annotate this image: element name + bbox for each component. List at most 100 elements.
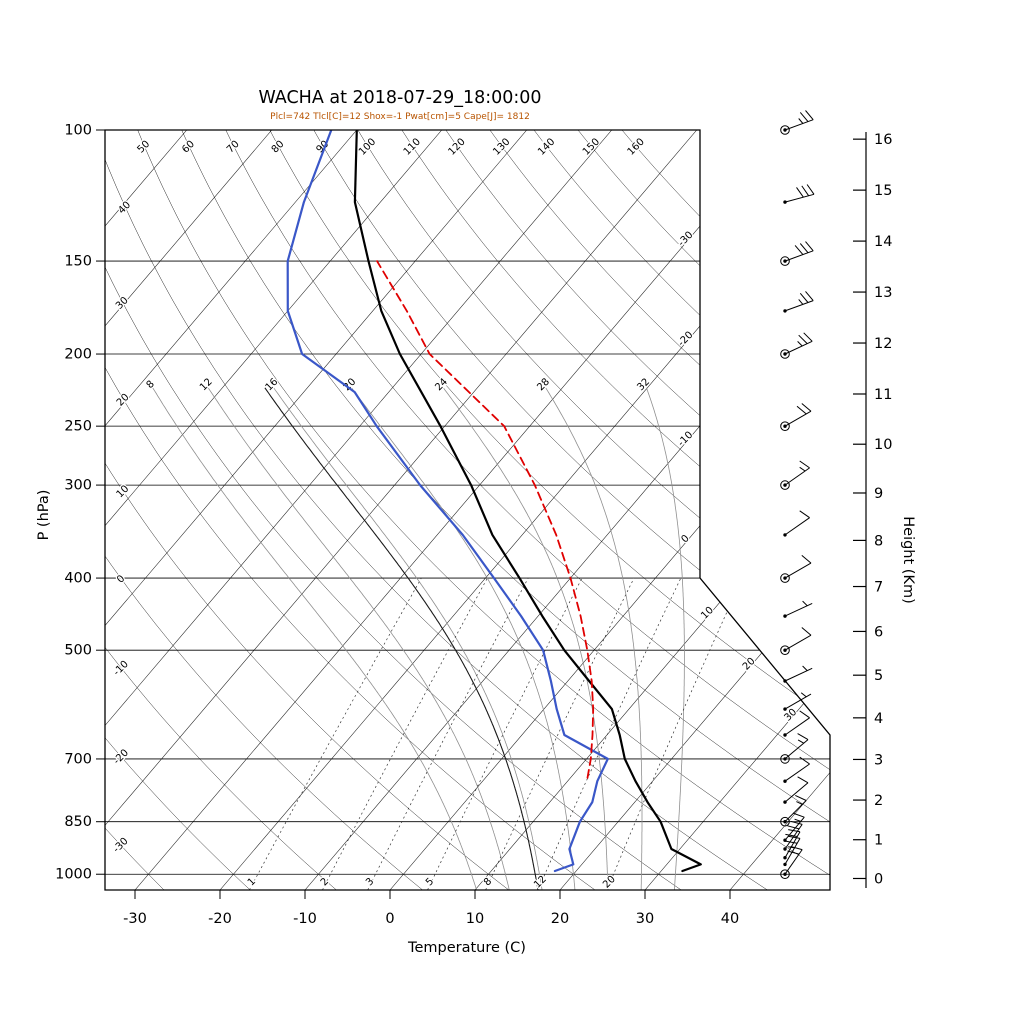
background-line-label: 12 (532, 874, 549, 891)
height-tick-label: 5 (874, 668, 883, 684)
background-line-label: 60 (180, 139, 197, 156)
height-tick-label: 2 (874, 793, 883, 809)
height-tick-label: 12 (874, 336, 892, 352)
background-line-label: 20 (115, 392, 132, 409)
background-line-label: 150 (581, 136, 602, 157)
wind-barb (783, 812, 805, 842)
height-tick-label: 16 (874, 132, 892, 148)
background-line-label: -20 (676, 330, 695, 349)
background-line-label: 0 (115, 573, 127, 585)
pressure-tick-label: 850 (64, 814, 92, 830)
wind-barb (783, 665, 813, 683)
pressure-tick-label: 400 (64, 571, 92, 587)
wind-barb (783, 820, 803, 851)
mandatory-level-circle (780, 573, 790, 583)
wind-barb (780, 110, 814, 135)
pressure-tick-label: 150 (64, 254, 92, 270)
wind-barb (783, 291, 814, 313)
wind-barb (783, 756, 810, 783)
background-line-label: 120 (447, 136, 468, 157)
chart-subtitle: Plcl=742 Tlcl[C]=12 Shox=-1 Pwat[cm]=5 C… (270, 112, 530, 122)
mandatory-level-circle (780, 869, 790, 880)
wind-barb (780, 332, 813, 359)
height-tick-label: 0 (874, 871, 883, 887)
pressure-tick-label: 100 (64, 123, 92, 139)
mandatory-level-circle (780, 816, 790, 827)
pressure-tick-label: 1000 (55, 867, 92, 883)
background-line-label: -10 (112, 659, 131, 678)
height-tick-label: 7 (874, 580, 883, 596)
background-line-label: 32 (635, 377, 652, 394)
pressure-tick-label: 200 (64, 347, 92, 363)
wind-barb (783, 710, 810, 737)
pressure-tick-label: 250 (64, 419, 92, 435)
height-tick-label: 13 (874, 285, 892, 301)
temperature-axis-label: Temperature (C) (408, 940, 526, 956)
background-line-label: 2 (319, 876, 331, 888)
wind-barb (783, 510, 810, 537)
wind-barb (783, 600, 813, 618)
height-tick-label: 8 (874, 533, 883, 549)
background-line-label: 130 (491, 136, 512, 157)
background-line-label: 160 (626, 136, 647, 157)
background-line-label: 24 (433, 377, 450, 394)
height-tick-label: 4 (874, 711, 883, 727)
wind-barb (780, 241, 814, 266)
wind-barb (780, 794, 807, 827)
background-line-label: 0 (679, 533, 691, 545)
height-tick-label: 11 (874, 387, 892, 403)
mandatory-level-circle (780, 349, 790, 359)
background-line-label: 8 (145, 379, 157, 391)
background-line-label: 20 (601, 874, 618, 891)
height-tick-label: 14 (874, 234, 892, 250)
skewt-background-grid (105, 130, 830, 890)
mandatory-level-circle (780, 480, 790, 490)
height-tick-label: 10 (874, 437, 892, 453)
wind-barb (780, 460, 810, 490)
pressure-tick-label: 700 (64, 751, 92, 767)
height-tick-label: 3 (874, 752, 883, 768)
temperature-tick-label: 40 (721, 911, 739, 927)
wind-barb-column (780, 110, 815, 880)
mandatory-level-circle (780, 645, 790, 656)
parcel-curve (376, 260, 595, 779)
wind-barb (780, 403, 812, 432)
background-line-label: 10 (699, 605, 716, 622)
temperature-tick-label: -10 (293, 911, 317, 927)
height-tick-label: 1 (874, 833, 883, 849)
background-line-label: 16 (264, 377, 281, 394)
temperature-curve (353, 130, 702, 873)
temperature-tick-label: 0 (385, 911, 394, 927)
chart-title: WACHA at 2018-07-29_18:00:00 (258, 88, 542, 108)
background-line-label: 30 (114, 295, 131, 312)
background-line-label: 3 (364, 876, 376, 888)
sounding-curves (286, 130, 702, 873)
background-line-label: -20 (112, 748, 131, 767)
background-line-label: 70 (225, 139, 242, 156)
height-tick-label: 6 (874, 624, 883, 640)
mandatory-level-circle (780, 754, 790, 764)
background-line-label: -10 (676, 430, 695, 449)
mandatory-level-circle (780, 256, 790, 266)
wind-barb (780, 733, 809, 764)
pressure-tick-label: 300 (64, 478, 92, 494)
background-line-label: 8 (482, 876, 494, 888)
mandatory-level-circle (780, 125, 790, 135)
dewpoint-curve (286, 130, 609, 873)
height-tick-label: 15 (874, 183, 892, 199)
background-line-label: 80 (270, 139, 287, 156)
background-line-label: 1 (246, 876, 258, 888)
wind-barb (783, 835, 801, 867)
wind-barb (780, 555, 812, 583)
temperature-tick-label: 20 (551, 911, 569, 927)
mandatory-level-circle (780, 421, 790, 432)
temperature-tick-label: -20 (208, 911, 232, 927)
wind-barb (783, 829, 801, 860)
highlight-moist-adiabat (264, 387, 539, 890)
background-line-label: 40 (116, 200, 133, 217)
background-line-label: 110 (402, 136, 423, 157)
